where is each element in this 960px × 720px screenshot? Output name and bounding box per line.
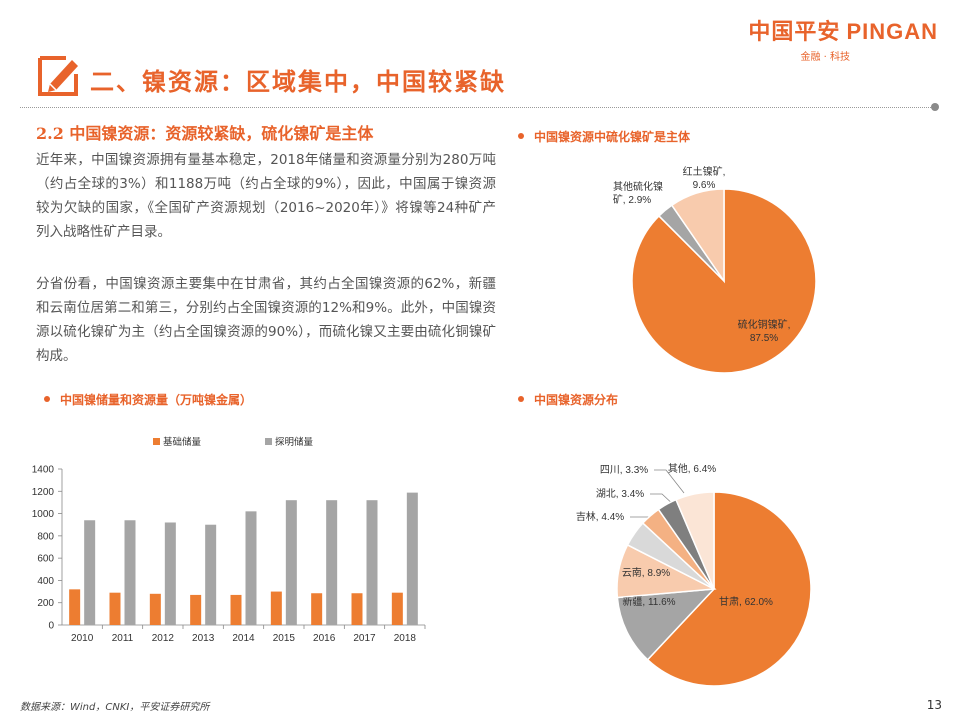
bar-探明储量-2016 [326, 500, 338, 625]
bar-基础储量-2010 [69, 589, 81, 625]
page-number: 13 [926, 698, 942, 712]
y-tick-label: 1000 [32, 509, 55, 520]
chart-title-reserves-bar: 中国镍储量和资源量（万吨镍金属） [44, 391, 252, 408]
svg-text:其他硫化镍: 其他硫化镍 [613, 180, 663, 193]
logo-sub: 金融 · 科技 [800, 52, 850, 63]
logo-cn: 中国平安 [748, 20, 841, 45]
paragraph-2: 分省份看，中国镍资源主要集中在甘肃省，其约占全国镍资源的62%，新疆和云南位居第… [36, 276, 496, 364]
y-tick-label: 1400 [32, 465, 55, 476]
paragraph-1: 近年来，中国镍资源拥有量基本稳定，2018年储量和资源量分别为280万吨（约占全… [36, 152, 496, 240]
y-tick-label: 0 [48, 621, 54, 632]
chart-title-province-pie: 中国镍资源分布 [518, 391, 618, 408]
bar-探明储量-2014 [245, 511, 257, 625]
pie-slice-其他 [675, 491, 715, 590]
bar-探明储量-2015 [285, 500, 297, 625]
x-tick-label: 2014 [232, 633, 255, 644]
section-title: 二、镍资源：区域集中，中国较紧缺 [90, 67, 506, 96]
title-divider [20, 107, 935, 108]
bar-探明储量-2012 [164, 522, 176, 625]
bar-基础储量-2014 [230, 594, 242, 625]
x-tick-label: 2012 [152, 633, 175, 644]
bar-探明储量-2017 [366, 500, 378, 625]
pie-label-甘肃: 甘肃, 62.0% [719, 595, 773, 608]
pie-label-新疆: 新疆, 11.6% [622, 595, 675, 608]
svg-text:四川, 3.3%: 四川, 3.3% [600, 465, 648, 476]
pie-label-其他: 其他, 6.4% [668, 462, 716, 475]
pie-slice-新疆 [616, 588, 716, 661]
bar-legend: 基础储量 探明储量 [153, 436, 314, 448]
pencil-icon [38, 56, 78, 96]
svg-text:红土镍矿,: 红土镍矿, [683, 165, 726, 178]
pingan-logo: 中国平安 PINGAN 金融 · 科技 [748, 14, 938, 63]
y-tick-label: 200 [37, 598, 54, 609]
bar-探明储量-2010 [84, 520, 96, 625]
y-tick-label: 600 [37, 554, 54, 565]
x-tick-label: 2017 [353, 633, 376, 644]
x-tick-label: 2016 [313, 633, 336, 644]
bar-基础储量-2013 [190, 594, 202, 625]
svg-text:湖北, 3.4%: 湖北, 3.4% [596, 488, 644, 500]
pie-slice-甘肃 [646, 491, 812, 687]
legend-label: 基础储量 [163, 436, 202, 448]
x-tick-label: 2011 [112, 633, 134, 644]
bar-基础储量-2012 [149, 593, 161, 625]
pie-slice-红土镍矿 [670, 188, 725, 284]
bar-基础储量-2011 [109, 592, 121, 625]
bar-基础储量-2018 [391, 592, 403, 625]
x-tick-label: 2010 [71, 633, 94, 644]
pie-label-四川: 四川, 3.3% [600, 465, 648, 476]
svg-text:甘肃, 62.0%: 甘肃, 62.0% [719, 595, 773, 608]
legend-swatch [153, 438, 160, 445]
leader-line [654, 469, 685, 494]
logo-en: PINGAN [846, 19, 938, 44]
province-pie-chart: 甘肃, 62.0% 新疆, 11.6% 云南, 8.9% 吉林, 4.4% 湖北, 3.… [576, 462, 812, 687]
bar-基础储量-2016 [311, 593, 323, 625]
pie-label-红土镍矿: 红土镍矿, 9.6% [683, 165, 726, 191]
y-tick-label: 1200 [32, 487, 55, 498]
svg-text:吉林, 4.4%: 吉林, 4.4% [576, 510, 624, 523]
legend-label: 探明储量 [275, 436, 314, 448]
x-tick-label: 2015 [273, 633, 296, 644]
svg-text:新疆, 11.6%: 新疆, 11.6% [622, 595, 675, 608]
x-tick-label: 2013 [192, 633, 215, 644]
title-divider-dot [931, 103, 939, 111]
bar-基础储量-2017 [351, 593, 363, 625]
reserves-bar-chart: 基础储量 探明储量 0 200 400 600 800 1000 1200 1400 2010 201… [32, 436, 426, 644]
pie-slice-硫化铜镍矿 [631, 188, 817, 374]
svg-text:矿, 2.9%: 矿, 2.9% [613, 193, 651, 206]
svg-text:9.6%: 9.6% [693, 180, 716, 191]
svg-text:其他, 6.4%: 其他, 6.4% [668, 462, 716, 475]
bar-探明储量-2013 [205, 524, 217, 625]
pie-label-吉林: 吉林, 4.4% [576, 510, 624, 523]
svg-text:云南, 8.9%: 云南, 8.9% [622, 566, 670, 579]
bar-探明储量-2018 [406, 492, 418, 625]
y-tick-label: 400 [37, 576, 54, 587]
pie-label-硫化铜镍矿: 硫化铜镍矿, 87.5% [738, 318, 791, 344]
svg-text:硫化铜镍矿,: 硫化铜镍矿, [738, 318, 791, 331]
chart-title-sulfide-pie: 中国镍资源中硫化镍矿是主体 [518, 128, 690, 145]
footer-source: 数据来源：Wind，CNKI，平安证券研究所 [20, 702, 210, 713]
bar-探明储量-2011 [124, 520, 136, 625]
subhead: 2.2 中国镍资源：资源较紧缺，硫化镍矿是主体 [36, 124, 374, 143]
svg-text:87.5%: 87.5% [750, 333, 778, 344]
pie-label-云南: 云南, 8.9% [622, 566, 670, 579]
x-tick-label: 2018 [394, 633, 417, 644]
bar-基础储量-2015 [270, 591, 282, 625]
y-tick-label: 800 [37, 531, 54, 542]
legend-swatch [265, 438, 272, 445]
pie-label-湖北: 湖北, 3.4% [596, 488, 644, 500]
